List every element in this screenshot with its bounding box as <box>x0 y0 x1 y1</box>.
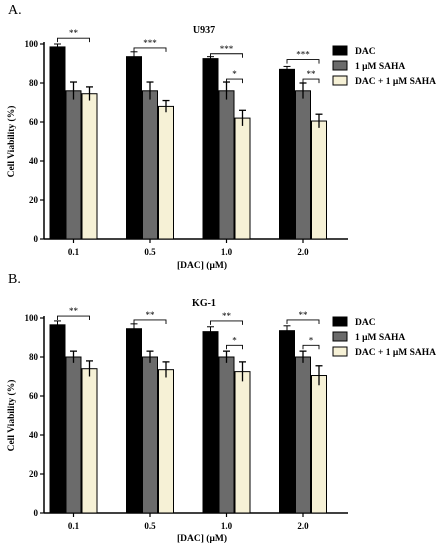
bar <box>218 356 235 514</box>
bar <box>81 93 98 240</box>
chart-panel-1: A. U937 0 20 40 60 80 100 Cell Viability (%) 0.1 0… <box>6 3 436 271</box>
significance-label: ** <box>146 310 156 320</box>
panel-label: B. <box>8 272 21 287</box>
legend-label: DAC <box>355 318 376 328</box>
bar <box>126 328 142 514</box>
significance-bracket <box>286 319 320 324</box>
significance-label: *** <box>143 38 157 48</box>
legend-swatch <box>332 45 348 56</box>
significance-bracket <box>133 319 167 324</box>
y-tick-label: 60 <box>29 117 39 127</box>
legend-label: DAC + 1 μM SAHA <box>355 348 436 358</box>
bar <box>234 371 251 514</box>
bar <box>49 46 66 240</box>
y-axis-label: Cell Viability (%) <box>6 106 17 178</box>
x-axis-label: [DAC] (μM) <box>177 260 227 271</box>
x-tick-label: 0.1 <box>68 247 80 257</box>
y-tick-label: 20 <box>29 469 39 479</box>
legend-label: 1 μM SAHA <box>355 333 405 343</box>
significance-bracket <box>57 315 90 321</box>
significance-label: * <box>232 335 237 345</box>
legend-swatch <box>332 60 348 71</box>
chart-title: KG-1 <box>192 298 216 309</box>
bar <box>65 356 82 514</box>
bar <box>65 90 82 240</box>
bar <box>126 56 142 240</box>
y-tick-label: 100 <box>25 39 39 49</box>
significance-label: ** <box>69 28 79 38</box>
y-tick-label: 20 <box>29 195 39 205</box>
significance-label: ** <box>299 310 309 320</box>
x-tick-label: 1.0 <box>221 521 233 531</box>
panel-label: A. <box>8 3 22 18</box>
bar <box>49 324 66 514</box>
bar <box>142 356 158 514</box>
bar <box>234 117 251 240</box>
bar <box>279 330 295 514</box>
bar <box>158 369 174 514</box>
significance-bracket <box>302 344 320 350</box>
x-tick-label: 1.0 <box>221 247 233 257</box>
chart-panel-2: B. KG-1 0 20 40 60 80 100 Cell Viability (%) 0.1 0… <box>6 272 436 544</box>
y-tick-label: 0 <box>34 508 39 518</box>
x-tick-label: 0.5 <box>144 247 156 257</box>
y-tick-label: 0 <box>34 234 39 244</box>
significance-bracket <box>226 78 243 84</box>
x-tick-label: 0.5 <box>144 521 156 531</box>
significance-label: *** <box>220 44 234 54</box>
y-tick-label: 100 <box>25 313 39 323</box>
y-tick-label: 60 <box>29 391 39 401</box>
y-tick-label: 40 <box>29 430 39 440</box>
x-axis-label: [DAC] (μM) <box>177 533 227 544</box>
bar <box>202 58 219 240</box>
significance-label: ** <box>307 69 317 79</box>
bar <box>279 68 295 240</box>
y-tick-label: 80 <box>29 352 39 362</box>
bar <box>218 90 235 240</box>
bar <box>202 331 219 514</box>
y-tick-label: 40 <box>29 156 39 166</box>
x-tick-label: 0.1 <box>68 521 80 531</box>
x-tick-label: 2.0 <box>297 247 309 257</box>
legend-swatch <box>332 75 348 86</box>
legend-label: DAC <box>355 47 376 57</box>
significance-bracket <box>210 320 243 325</box>
bar <box>81 368 98 514</box>
significance-label: * <box>232 69 237 79</box>
legend-swatch <box>332 331 348 342</box>
significance-label: *** <box>296 50 310 60</box>
x-tick-label: 2.0 <box>297 521 309 531</box>
chart-title: U937 <box>193 25 215 36</box>
significance-bracket <box>210 53 243 58</box>
bar <box>311 375 327 514</box>
y-axis-label: Cell Viability (%) <box>6 380 17 452</box>
legend-swatch <box>332 316 348 327</box>
bar <box>295 356 311 514</box>
legend-swatch <box>332 346 348 357</box>
significance-bracket <box>57 37 90 43</box>
significance-label: ** <box>69 306 79 316</box>
bar <box>158 105 174 240</box>
bar <box>142 90 158 240</box>
significance-bracket <box>226 344 243 350</box>
significance-label: ** <box>222 311 232 321</box>
y-tick-label: 80 <box>29 78 39 88</box>
bar <box>311 120 327 240</box>
significance-bracket <box>302 78 320 84</box>
significance-bracket <box>133 47 167 52</box>
bar <box>295 90 311 240</box>
legend-label: DAC + 1 μM SAHA <box>355 77 436 87</box>
legend-label: 1 μM SAHA <box>355 62 405 72</box>
significance-label: * <box>309 335 314 345</box>
significance-bracket <box>286 59 320 64</box>
